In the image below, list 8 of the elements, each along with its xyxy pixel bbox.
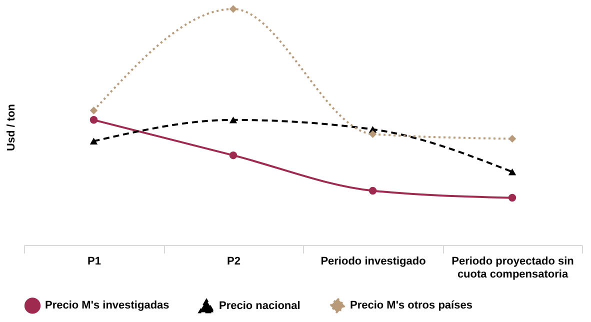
legend-label: Precio nacional [219, 300, 300, 312]
x-tick-label: P1 [88, 256, 101, 268]
legend-label: Precio M's otros países [350, 300, 472, 312]
x-tick-label: P2 [227, 256, 240, 268]
y-axis-title: Usd / ton [6, 104, 18, 152]
x-tick-label: Periodo proyectado sin cuota compensatoria [452, 256, 574, 280]
x-tick-label: Periodo investigado [320, 256, 426, 268]
legend-label: Precio M's investigadas [45, 300, 170, 312]
